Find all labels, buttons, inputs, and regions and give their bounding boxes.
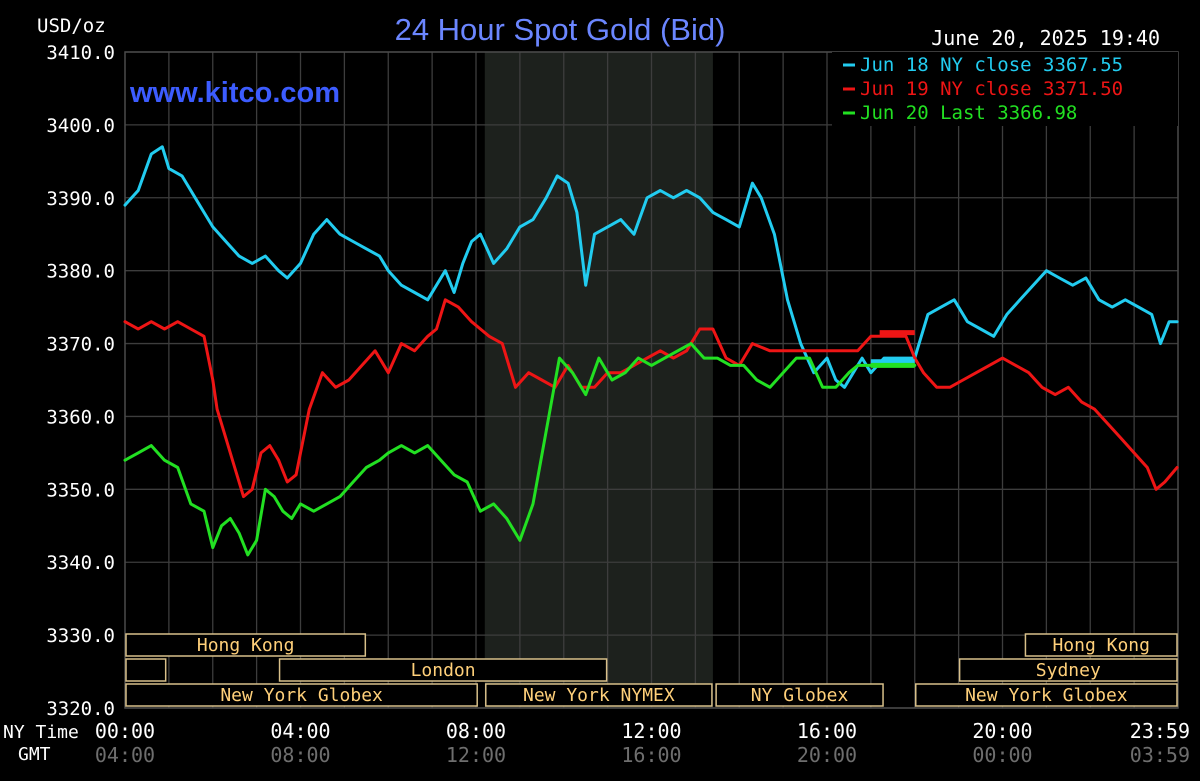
x-tick-label-ny: 20:00 [972, 719, 1032, 743]
x-axis-label-ny: NY Time [3, 722, 79, 743]
session-bar [125, 683, 478, 707]
plot-area: 3410.0 3400.0 3390.0 3380.0 3370.0 3360.0 3350… [3, 42, 1190, 767]
x-tick-label-gmt: 12:00 [446, 743, 506, 767]
plot-border [124, 51, 1179, 709]
x-tick-label-ny: 00:00 [95, 719, 155, 743]
series-line-1 [123, 145, 1179, 389]
y-tick-label: 3340.0 [46, 552, 115, 574]
y-tick-label: 3390.0 [46, 188, 115, 210]
legend-entry: Jun 18 NY close 3367.55 [860, 54, 1123, 76]
x-tick-label-ny: 16:00 [797, 719, 857, 743]
session-label: New York Globex [220, 685, 383, 706]
y-tick-label: 3330.0 [46, 625, 115, 647]
y-tick-label: 3400.0 [46, 115, 115, 137]
x-tick-label-gmt: 03:59 [1130, 743, 1190, 767]
x-tick-label-ny: 08:00 [446, 719, 506, 743]
chart-timestamp: June 20, 2025 19:40 [931, 26, 1160, 50]
session-label: New York Globex [965, 685, 1128, 706]
session-label: Hong Kong [197, 635, 295, 656]
session-label: New York NYMEX [523, 685, 675, 706]
x-tick-label-gmt: 20:00 [797, 743, 857, 767]
x-tick-label-ny: 12:00 [621, 719, 681, 743]
session-label: NY Globex [751, 685, 849, 706]
y-tick-label: 3360.0 [46, 406, 115, 428]
watermark-text: www.kitco.com [129, 77, 340, 109]
x-tick-label-gmt: 08:00 [270, 743, 330, 767]
session-bar [715, 683, 884, 707]
nymex-shaded-region [484, 52, 713, 708]
legend-entry: Jun 19 NY close 3371.50 [860, 78, 1123, 100]
session-bar [125, 658, 167, 682]
session-bar [915, 683, 1178, 707]
legend-background [832, 52, 1178, 126]
y-tick-label: 3320.0 [46, 698, 115, 720]
y-tick-label: 3410.0 [46, 42, 115, 64]
session-label: Hong Kong [1052, 635, 1150, 656]
y-tick-label: 3350.0 [46, 479, 115, 501]
session-bar [485, 683, 713, 707]
x-tick-label-ny: 04:00 [270, 719, 330, 743]
legend-entry: Jun 20 Last 3366.98 [860, 102, 1077, 124]
chart-title: 24 Hour Spot Gold (Bid) [395, 12, 726, 47]
x-tick-label-gmt: 00:00 [972, 743, 1032, 767]
session-bar [278, 658, 608, 682]
x-tick-label-ny: 23:59 [1130, 719, 1190, 743]
y-tick-label: 3370.0 [46, 334, 115, 356]
x-axis-label-gmt: GMT [18, 744, 51, 765]
session-bar [125, 633, 367, 657]
x-tick-label-gmt: 16:00 [621, 743, 681, 767]
session-bar [1024, 633, 1178, 657]
y-tick-label: 3380.0 [46, 261, 115, 283]
y-axis-label: USD/oz [37, 15, 106, 37]
series-line-3 [123, 342, 917, 557]
session-label: London [411, 660, 476, 681]
session-label: Sydney [1036, 660, 1101, 681]
session-bar [958, 658, 1178, 682]
x-tick-label-gmt: 04:00 [95, 743, 155, 767]
